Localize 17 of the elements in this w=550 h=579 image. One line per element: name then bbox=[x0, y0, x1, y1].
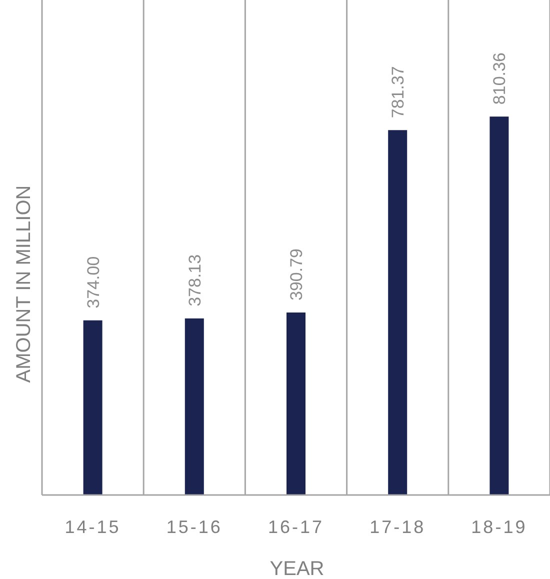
x-tick-label: 15-16 bbox=[166, 517, 222, 537]
data-label: 374.00 bbox=[84, 256, 103, 308]
x-tick-label: 16-17 bbox=[268, 517, 324, 537]
data-label: 378.13 bbox=[185, 254, 204, 306]
x-tick-label: 17-18 bbox=[370, 517, 426, 537]
x-tick-label: 18-19 bbox=[471, 517, 528, 537]
bar bbox=[83, 320, 102, 495]
bar bbox=[490, 116, 509, 495]
bar bbox=[388, 130, 408, 495]
data-label: 810.36 bbox=[490, 52, 510, 105]
x-axis-title: YEAR bbox=[270, 558, 324, 579]
data-label: 781.37 bbox=[388, 66, 408, 118]
bar bbox=[286, 312, 306, 495]
y-axis-title: AMOUNT IN MILLION bbox=[13, 185, 35, 383]
bar bbox=[184, 318, 204, 495]
data-label: 390.79 bbox=[287, 248, 306, 301]
x-tick-label: 14-15 bbox=[64, 517, 121, 537]
